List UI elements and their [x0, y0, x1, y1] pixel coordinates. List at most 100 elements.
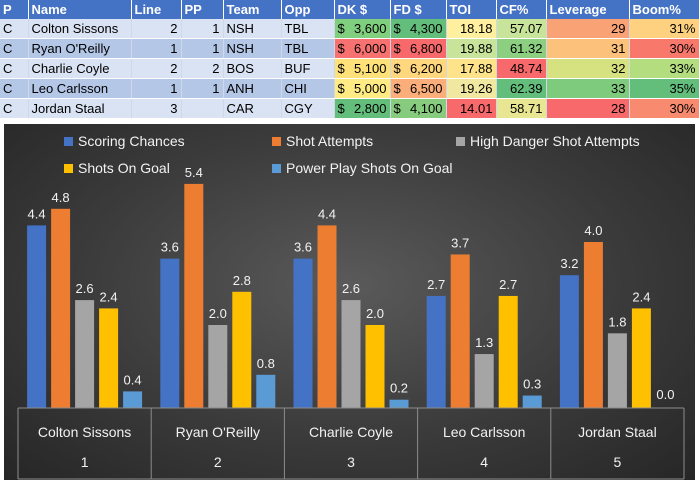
- table-row: C Charlie Coyle 2 2 BOS BUF $5,100 $6,200 17.88 4…: [0, 58, 699, 79]
- bar: [317, 225, 337, 408]
- header-fd: FD $: [390, 0, 447, 19]
- pos-cell: C: [0, 19, 29, 39]
- currency-symbol: $: [337, 101, 345, 116]
- data-label: 0.4: [124, 372, 142, 387]
- line-cell: 3: [131, 98, 182, 119]
- legend-swatch: [64, 137, 73, 146]
- dk-salary-cell: $5,000: [334, 78, 391, 99]
- team-cell: ANH: [223, 78, 282, 99]
- header-dk: DK $: [334, 0, 391, 19]
- data-label: 0.3: [523, 377, 541, 392]
- data-label: 2.0: [366, 306, 384, 321]
- table-row: C Jordan Staal 3 CAR CGY $2,800 $4,100 14.01 58.…: [0, 98, 699, 119]
- pos-cell: C: [0, 78, 29, 99]
- team-cell: NSH: [223, 19, 282, 39]
- name-cell: Charlie Coyle: [28, 58, 132, 79]
- bar: [583, 242, 603, 408]
- opp-cell: TBL: [281, 19, 335, 39]
- data-label: 3.6: [294, 240, 312, 255]
- legend-label: Scoring Chances: [78, 133, 185, 149]
- currency-symbol: $: [337, 41, 345, 56]
- fd-salary-cell: $6,200: [390, 58, 447, 79]
- cf-cell: 48.74: [496, 58, 547, 79]
- legend-swatch: [272, 164, 281, 173]
- dk-salary-cell: $2,800: [334, 98, 391, 119]
- category-label: Jordan Staal: [578, 424, 657, 440]
- bar: [293, 258, 313, 408]
- category-label: Charlie Coyle: [309, 424, 393, 440]
- toi-cell: 18.18: [446, 19, 497, 39]
- cf-cell: 58.71: [496, 98, 547, 119]
- dk-salary-cell: $6,000: [334, 38, 391, 59]
- fd-salary-cell: $6,800: [390, 38, 447, 59]
- salary-amount: 5,000: [353, 81, 387, 96]
- bar: [75, 300, 95, 408]
- name-cell: Ryan O'Reilly: [28, 38, 132, 59]
- salary-amount: 6,500: [409, 81, 443, 96]
- salary-amount: 5,100: [353, 61, 387, 76]
- boom-cell: 30%: [629, 98, 699, 119]
- cf-cell: 62.39: [496, 78, 547, 99]
- opp-cell: CGY: [281, 98, 335, 119]
- category-index-label: 1: [81, 454, 89, 470]
- leverage-cell: 33: [546, 78, 630, 99]
- header-opp: Opp: [281, 0, 335, 19]
- dk-salary-cell: $3,600: [334, 19, 391, 39]
- data-label: 2.6: [342, 281, 360, 296]
- bar: [184, 183, 204, 408]
- opp-cell: TBL: [281, 38, 335, 59]
- leverage-cell: 31: [546, 38, 630, 59]
- fd-salary-cell: $6,500: [390, 78, 447, 99]
- currency-symbol: $: [393, 41, 401, 56]
- bar: [522, 395, 542, 408]
- header-boom: Boom%: [629, 0, 699, 19]
- pp-cell: 2: [181, 58, 224, 79]
- category-index-label: 4: [480, 454, 488, 470]
- bar: [232, 291, 252, 408]
- data-label: 0.0: [656, 387, 674, 402]
- fd-salary-cell: $4,300: [390, 19, 447, 39]
- pp-cell: 1: [181, 38, 224, 59]
- bar: [341, 300, 361, 408]
- name-cell: Leo Carlsson: [28, 78, 132, 99]
- category-index-label: 5: [614, 454, 622, 470]
- toi-cell: 14.01: [446, 98, 497, 119]
- data-label: 0.2: [390, 381, 408, 396]
- header-toi: TOI: [446, 0, 497, 19]
- bar: [365, 325, 385, 408]
- pos-cell: C: [0, 98, 29, 119]
- name-cell: Colton Sissons: [28, 19, 132, 39]
- bar: [123, 391, 143, 408]
- currency-symbol: $: [393, 81, 401, 96]
- line-cell: 1: [131, 78, 182, 99]
- toi-cell: 17.88: [446, 58, 497, 79]
- salary-amount: 3,600: [353, 21, 387, 36]
- bar: [426, 295, 446, 408]
- data-label: 1.3: [475, 335, 493, 350]
- data-label: 1.8: [608, 314, 626, 329]
- data-label: 4.4: [318, 206, 336, 221]
- boom-cell: 31%: [629, 19, 699, 39]
- bar: [450, 254, 470, 408]
- category-label: Ryan O'Reilly: [176, 424, 260, 440]
- opp-cell: CHI: [281, 78, 335, 99]
- legend-swatch: [456, 137, 465, 146]
- data-label: 2.0: [209, 306, 227, 321]
- data-label: 4.0: [584, 223, 602, 238]
- leverage-cell: 32: [546, 58, 630, 79]
- header-pp: PP: [181, 0, 224, 19]
- line-cell: 1: [131, 38, 182, 59]
- dk-salary-cell: $5,100: [334, 58, 391, 79]
- pp-cell: 1: [181, 19, 224, 39]
- category-index-label: 3: [347, 454, 355, 470]
- toi-cell: 19.88: [446, 38, 497, 59]
- pos-cell: C: [0, 38, 29, 59]
- bar: [160, 258, 180, 408]
- header-name: Name: [28, 0, 132, 19]
- bar: [99, 308, 119, 408]
- bar: [51, 208, 71, 408]
- boom-cell: 30%: [629, 38, 699, 59]
- table-row: C Leo Carlsson 1 1 ANH CHI $5,000 $6,500 19.26 62…: [0, 78, 699, 99]
- bar: [27, 225, 47, 408]
- bar: [256, 374, 276, 408]
